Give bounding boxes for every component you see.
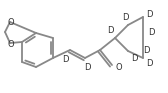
Text: D: D bbox=[62, 54, 68, 64]
Text: D: D bbox=[148, 28, 154, 37]
Text: D: D bbox=[122, 12, 128, 21]
Text: O: O bbox=[8, 40, 14, 49]
Text: D: D bbox=[131, 53, 137, 62]
Text: D: D bbox=[107, 25, 113, 35]
Text: O: O bbox=[8, 17, 14, 27]
Text: D: D bbox=[143, 45, 149, 54]
Text: D: D bbox=[146, 9, 152, 19]
Text: O: O bbox=[116, 62, 122, 72]
Text: D: D bbox=[146, 58, 152, 68]
Text: D: D bbox=[84, 62, 90, 72]
